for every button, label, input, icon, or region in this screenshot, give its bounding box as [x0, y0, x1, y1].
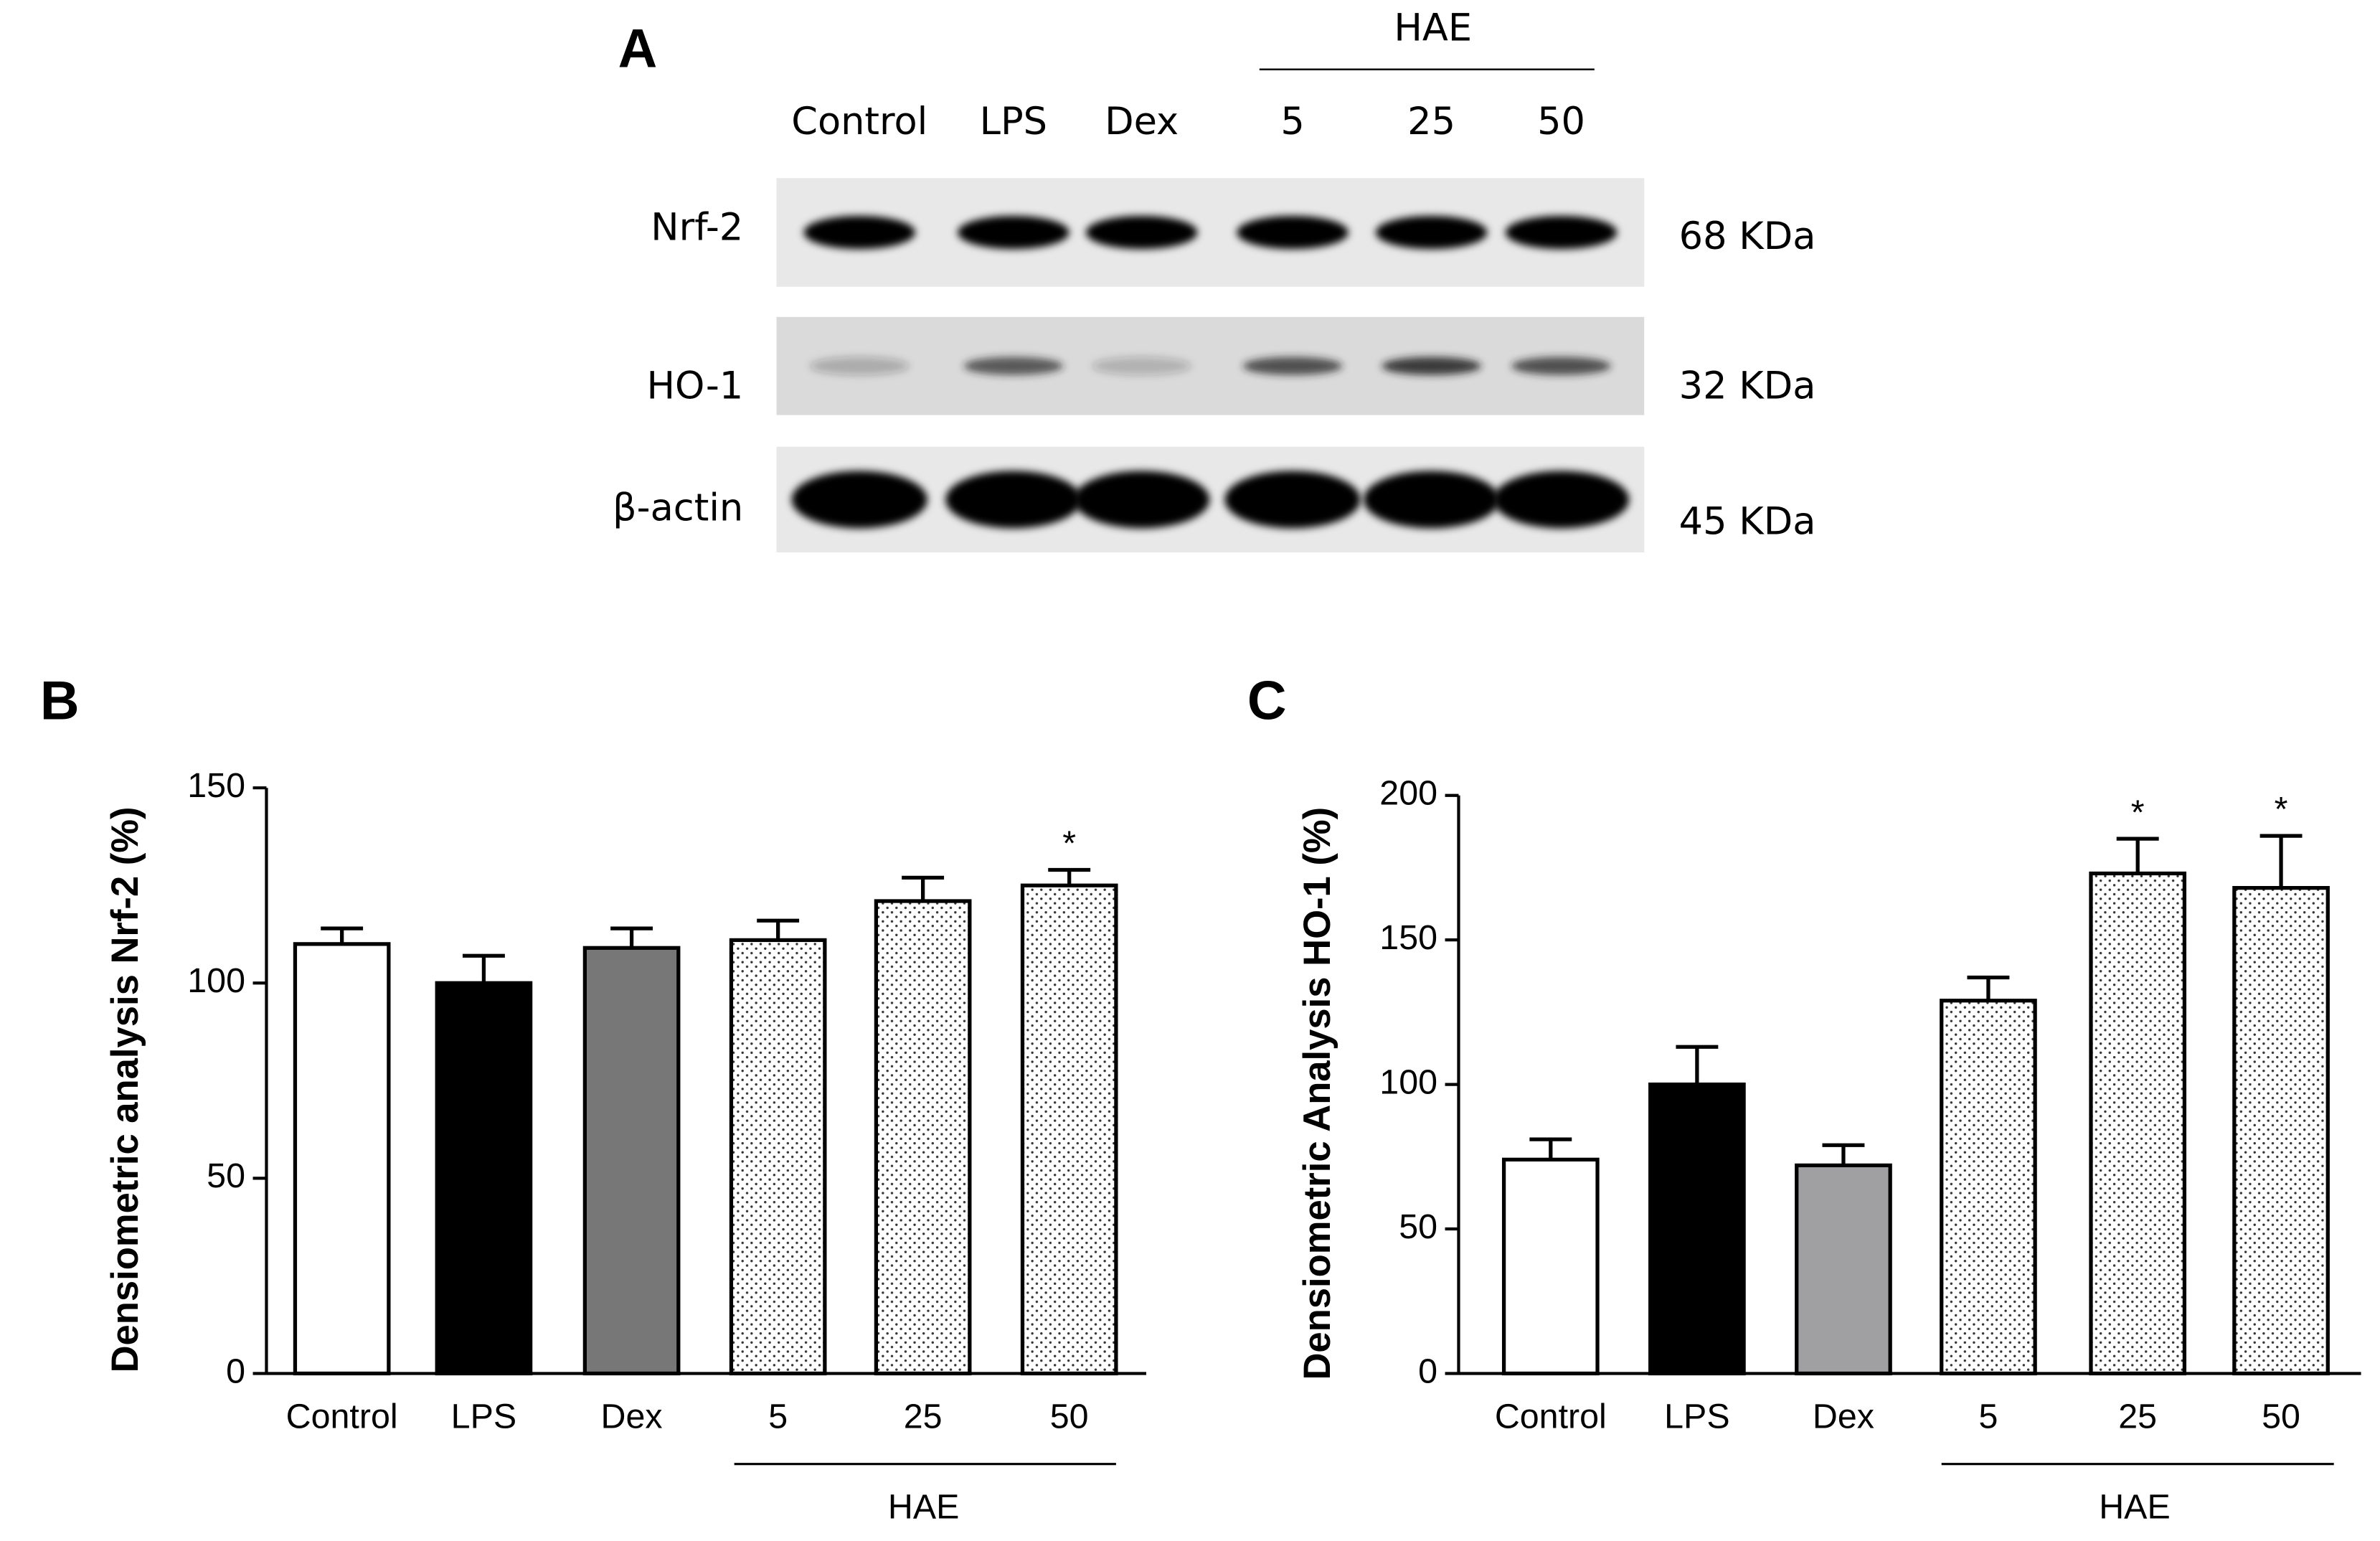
bar [582, 946, 681, 1376]
blot-band [1074, 471, 1210, 529]
bar [1795, 1163, 1892, 1376]
blot-band [1505, 215, 1618, 250]
row-label: HO-1 [646, 364, 743, 407]
y-tick-label: 200 [1379, 773, 1437, 812]
x-tick-label: 50 [2262, 1397, 2300, 1436]
bar [729, 938, 827, 1376]
x-tick-label: 25 [904, 1397, 943, 1436]
y-tick-label: 150 [1379, 918, 1437, 957]
panel-label: C [1247, 670, 1287, 731]
panel-label: B [40, 670, 80, 731]
blot-band [945, 471, 1082, 529]
blot-band [1382, 357, 1482, 375]
y-tick-label: 0 [1418, 1352, 1437, 1390]
x-tick-label: Control [1495, 1397, 1607, 1436]
lane-label: 5 [1280, 100, 1304, 143]
blot-band [1493, 471, 1630, 529]
y-tick-label: 150 [187, 766, 245, 805]
x-tick-label: LPS [1664, 1397, 1729, 1436]
blot-band [1092, 357, 1192, 375]
blot-strip [776, 178, 1645, 287]
bar [2089, 871, 2187, 1376]
size-label: 45 KDa [1679, 500, 1816, 544]
significance-mark: * [2131, 793, 2145, 831]
blot-band [963, 357, 1064, 375]
row-label: β-actin [613, 486, 743, 530]
blot-band [958, 215, 1069, 250]
row-label: Nrf-2 [651, 205, 743, 249]
blot-group-label: HAE [1394, 6, 1472, 50]
x-tick-label: 5 [1978, 1397, 1998, 1436]
blot-band [803, 215, 916, 250]
size-label: 68 KDa [1679, 215, 1816, 258]
x-tick-label: Dex [1813, 1397, 1874, 1436]
lane-label: Control [791, 100, 927, 143]
blot-strip [776, 316, 1645, 415]
blot-band [791, 471, 927, 529]
blot-band [1511, 357, 1611, 375]
x-tick-label: Dex [601, 1397, 663, 1436]
lane-label: LPS [980, 100, 1047, 143]
panel-label: A [618, 19, 658, 80]
y-tick-label: 50 [1399, 1207, 1437, 1246]
group-label: HAE [888, 1488, 959, 1527]
bar [1020, 883, 1118, 1376]
blot-band [1363, 471, 1500, 529]
significance-mark: * [1062, 824, 1076, 863]
blot-band [1242, 357, 1343, 375]
lane-label: 50 [1537, 100, 1585, 143]
lane-label: 25 [1407, 100, 1455, 143]
blot-band [1375, 215, 1488, 250]
y-tick-label: 50 [207, 1156, 245, 1195]
y-tick-label: 100 [1379, 1062, 1437, 1101]
bar [435, 981, 533, 1376]
blot-band [1224, 471, 1361, 529]
lane-label: Dex [1105, 100, 1179, 143]
bar [874, 899, 972, 1376]
x-tick-label: Control [286, 1397, 398, 1436]
y-tick-label: 0 [226, 1352, 245, 1390]
y-tick-label: 100 [187, 961, 245, 1000]
x-tick-label: LPS [451, 1397, 516, 1436]
western-blot [776, 178, 1645, 552]
x-tick-label: 50 [1050, 1397, 1089, 1436]
x-tick-label: 25 [2118, 1397, 2157, 1436]
bar [293, 942, 391, 1376]
y-axis-title: Densiometric analysis Nrf-2 (%) [104, 806, 146, 1372]
bar [1648, 1082, 1746, 1376]
blot-band [1085, 215, 1198, 250]
bar [1501, 1157, 1600, 1376]
significance-mark: * [2275, 790, 2288, 829]
blot-band [1237, 215, 1349, 250]
y-axis-title: Densiometric Analysis HO-1 (%) [1296, 807, 1338, 1380]
x-tick-label: 5 [768, 1397, 788, 1436]
blot-band [809, 357, 910, 375]
group-label: HAE [2099, 1488, 2170, 1527]
bar [1940, 999, 2037, 1376]
size-label: 32 KDa [1679, 364, 1816, 407]
bar [2232, 886, 2330, 1376]
